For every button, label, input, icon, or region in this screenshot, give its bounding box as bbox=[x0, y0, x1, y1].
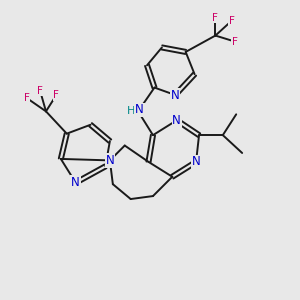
Text: N: N bbox=[192, 155, 200, 168]
Text: N: N bbox=[135, 103, 144, 116]
Text: F: F bbox=[24, 93, 30, 103]
Text: N: N bbox=[171, 88, 180, 101]
Text: H: H bbox=[127, 106, 135, 116]
Text: F: F bbox=[232, 37, 238, 46]
Text: F: F bbox=[229, 16, 235, 26]
Text: N: N bbox=[71, 176, 80, 189]
Text: N: N bbox=[172, 114, 181, 127]
Text: N: N bbox=[106, 154, 114, 167]
Text: F: F bbox=[212, 13, 218, 23]
Text: F: F bbox=[53, 90, 59, 100]
Text: F: F bbox=[37, 85, 43, 96]
